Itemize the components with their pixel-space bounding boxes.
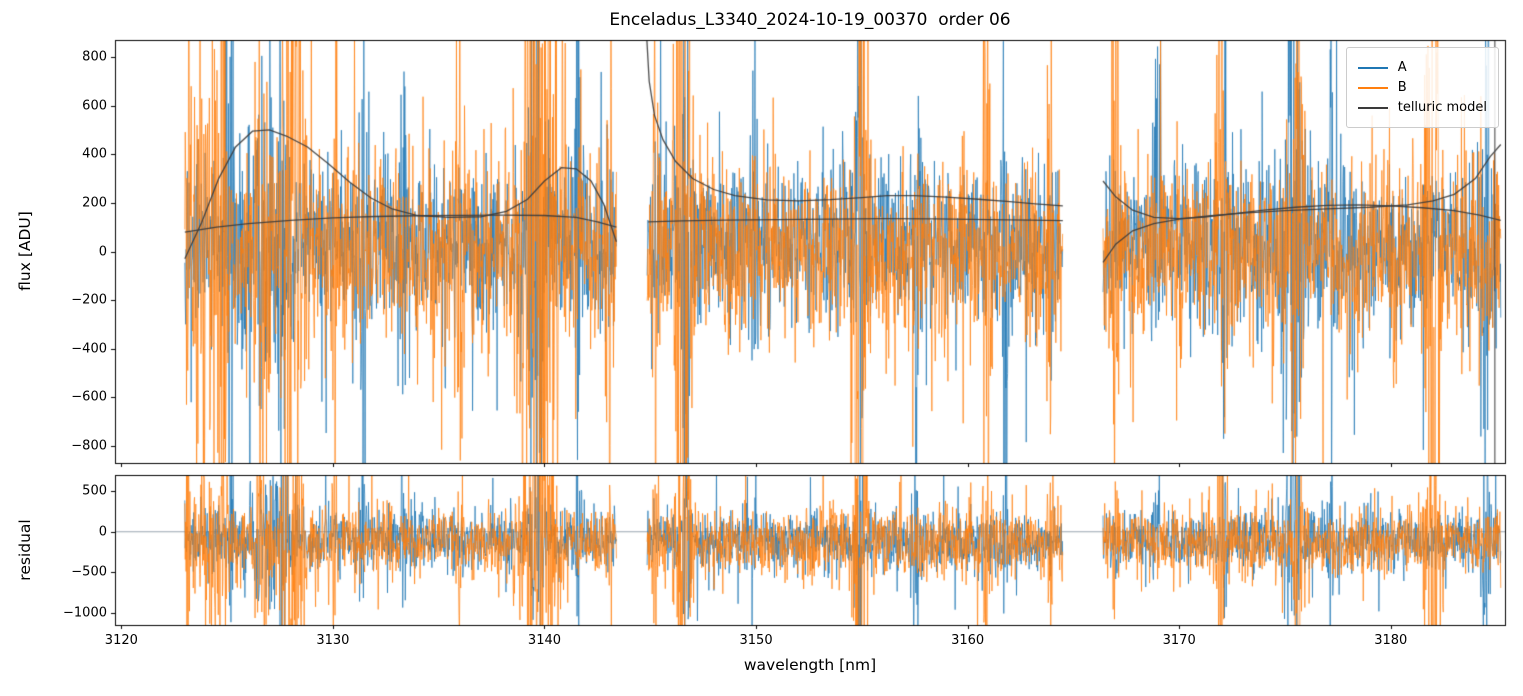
flux-y-tick-label: 200 (82, 195, 107, 211)
residual-y-tick-label: −500 (71, 564, 107, 580)
flux-y-tick-label: −200 (71, 292, 107, 308)
residual-y-tick-label: −1000 (63, 605, 107, 621)
x-tick-label: 3180 (1374, 633, 1408, 648)
legend-line-sample-telluric-model (1357, 106, 1388, 109)
x-tick-label: 3120 (104, 633, 138, 648)
legend-entry-b: B (1357, 80, 1487, 95)
x-tick-label: 3170 (1162, 633, 1196, 648)
x-tick-label: 3160 (951, 633, 985, 648)
flux-y-axis-label: flux [ADU] (16, 211, 34, 291)
flux-y-tick-label: −400 (71, 341, 107, 357)
legend-line-sample-a (1357, 66, 1388, 69)
flux-y-tick-label: 800 (82, 49, 107, 65)
legend-line-sample-b (1357, 86, 1388, 89)
residual-y-axis-label: residual (16, 519, 34, 581)
plot-title: Enceladus_L3340_2024-10-19_00370 order 0… (609, 10, 1011, 30)
flux-y-tick-label: −800 (71, 438, 107, 454)
legend-label-b: B (1397, 80, 1407, 95)
legend: A B telluric model (1345, 47, 1499, 128)
flux-y-tick-label: 400 (82, 146, 107, 162)
legend-label-a: A (1397, 60, 1407, 75)
flux-y-tick-label: 600 (82, 98, 107, 114)
flux-y-tick-label: −600 (71, 389, 107, 405)
x-tick-label: 3130 (316, 633, 350, 648)
x-tick-label: 3140 (527, 633, 562, 648)
x-tick-label: 3150 (739, 633, 773, 648)
legend-label-telluric-model: telluric model (1397, 100, 1487, 115)
legend-entry-a: A (1357, 60, 1487, 75)
residual-y-tick-label: 0 (98, 524, 107, 540)
x-axis-label: wavelength [nm] (743, 656, 877, 674)
flux-y-tick-label: 0 (98, 244, 107, 259)
residual-y-tick-label: 500 (82, 483, 107, 499)
legend-entry-telluric-model: telluric model (1357, 100, 1487, 115)
